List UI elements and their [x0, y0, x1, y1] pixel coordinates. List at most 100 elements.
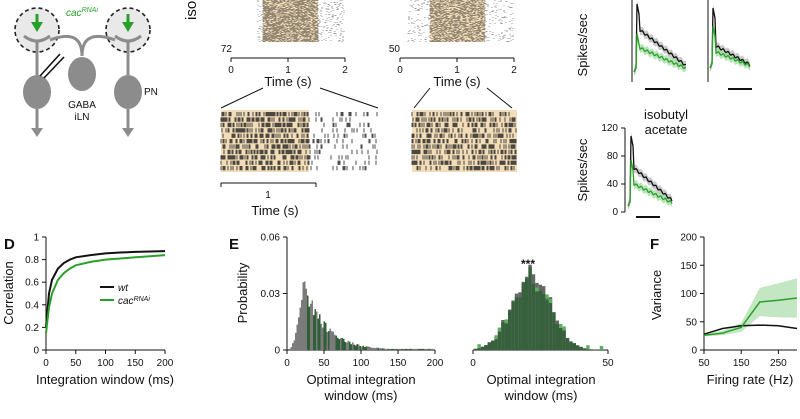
- x-tick-label: 50: [318, 358, 330, 369]
- histogram-bar: [418, 348, 420, 350]
- histogram-bar: [326, 331, 328, 350]
- spike-row: [412, 7, 513, 8]
- spike-row: [261, 40, 344, 41]
- histogram-bar: [477, 344, 481, 349]
- histogram-bar: [535, 291, 539, 350]
- histogram-bar: [329, 328, 331, 350]
- panel-d: D Correlation 0 50 100 150 200 0 0.2 0.4 0.6 0.8 1…: [1, 233, 174, 388]
- histogram-bar: [310, 303, 312, 350]
- histogram-bar: [589, 349, 593, 350]
- histogram-bar: [328, 331, 330, 350]
- raster-spikes: [407, 0, 514, 42]
- spike-row: [257, 37, 344, 38]
- odor-name: isobutyl: [644, 107, 688, 122]
- histogram-bar: [428, 348, 430, 350]
- histogram-bar: [379, 348, 381, 350]
- spike-row: [220, 122, 370, 128]
- histogram-bar: [504, 323, 508, 350]
- spike-row: [222, 133, 376, 138]
- iln-soma: [68, 57, 96, 91]
- spike-row: [411, 144, 516, 149]
- spike-row: [258, 33, 342, 34]
- histogram-bar: [377, 347, 379, 350]
- spike-row: [430, 12, 506, 13]
- histogram-bar: [364, 347, 366, 350]
- y-tick-label: 0: [33, 346, 39, 357]
- histogram-bar: [576, 345, 580, 350]
- histogram-bar: [562, 330, 566, 350]
- y-tick-label: 0: [612, 207, 618, 218]
- raster-x-label: Time (s): [433, 74, 480, 89]
- x-tick-label: 50: [70, 358, 82, 369]
- spike-row: [262, 38, 341, 39]
- histogram-bar: [477, 348, 481, 350]
- zoom-x-label: Time (s): [251, 203, 298, 218]
- spike-row: [263, 25, 340, 26]
- histogram-bar: [373, 347, 375, 350]
- spike-row: [417, 9, 502, 10]
- spike-row: [423, 2, 485, 3]
- pn-label: PN: [144, 87, 158, 98]
- histogram-bar: [586, 345, 590, 350]
- x-tick-label: 0: [43, 358, 49, 369]
- histogram-bar: [497, 327, 502, 332]
- spike-row: [414, 27, 512, 28]
- psth-cac-line: [709, 25, 751, 69]
- x-axis-label: window (ms): [324, 388, 398, 403]
- spike-row: [257, 1, 315, 2]
- spike-row: [408, 17, 508, 18]
- spike-row: [414, 39, 514, 40]
- y-axis-label: Variance: [649, 270, 664, 320]
- raster-x-label: Time (s): [264, 74, 311, 89]
- histogram-bar: [338, 339, 340, 350]
- y-tick-label: 50: [686, 317, 698, 328]
- x-tick-label: 100: [353, 358, 370, 369]
- histogram-bar: [304, 281, 306, 350]
- histogram-bar: [337, 337, 339, 350]
- histogram-bar: [341, 337, 343, 350]
- histogram-bar: [582, 348, 587, 350]
- histogram-bar: [400, 348, 402, 350]
- histogram-bar: [545, 298, 549, 350]
- x-tick-label: 200: [427, 358, 444, 369]
- spike-row: [260, 29, 338, 30]
- panel-letter: F: [650, 236, 659, 253]
- zoom-connector: [319, 87, 379, 109]
- y-tick-label: 0: [691, 346, 697, 357]
- histogram-bar: [521, 283, 525, 350]
- spike-row: [262, 17, 343, 18]
- histogram-bar: [404, 348, 406, 350]
- histogram-bar: [599, 345, 604, 350]
- histogram-bar: [365, 346, 367, 350]
- histogram-bar: [484, 345, 488, 350]
- histogram-bar: [388, 348, 390, 350]
- panel-e: E Probability 0 50 100 150 200 0 0.03 0.06 Opti…: [229, 233, 614, 404]
- x-axis-label: Optimal integration: [306, 372, 415, 387]
- histogram-bar: [344, 341, 346, 350]
- histogram-bar: [367, 346, 369, 350]
- y-tick-label: 150: [680, 261, 697, 272]
- spike-row: [409, 5, 505, 6]
- histogram-bar: [295, 332, 297, 350]
- histogram-bar: [349, 341, 351, 350]
- zoom-raster-spikes: [220, 112, 378, 171]
- histogram-bar: [569, 341, 573, 350]
- histogram-bar: [355, 345, 357, 350]
- significance-stars: ***: [521, 257, 535, 271]
- histogram-bar: [559, 323, 563, 328]
- psth-wt-line: [627, 135, 673, 207]
- y-tick-label: 200: [680, 233, 697, 244]
- spike-row: [259, 41, 343, 42]
- x-tick-label: 150: [390, 358, 407, 369]
- histogram-bar: [398, 348, 400, 350]
- spike-row: [259, 6, 339, 7]
- spike-row: [414, 8, 486, 9]
- zoom-connector: [486, 87, 513, 109]
- spike-row: [408, 23, 513, 24]
- spike-row: [220, 139, 377, 144]
- histogram-bar: [406, 348, 408, 350]
- histogram-bar: [316, 311, 318, 350]
- histogram-bar: [311, 300, 313, 350]
- histogram-bar: [545, 294, 549, 299]
